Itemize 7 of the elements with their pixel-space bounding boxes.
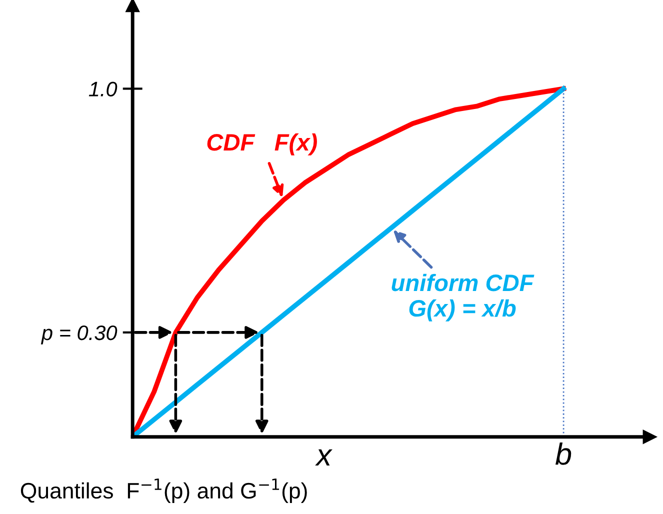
- y-tick-label: p = 0.30: [40, 325, 118, 344]
- text: Quantiles F$^{−1}$(p) and G$^{−1}$(p): [20, 478, 307, 504]
- x-axis-title: x: [315, 449, 332, 466]
- annotation: CDF F(x): [207, 133, 317, 156]
- annotation: uniform CDF G(x) = x/b: [392, 274, 534, 322]
- y-tick-label: 1.0: [88, 82, 118, 96]
- x-tick-label: b: [555, 442, 572, 465]
